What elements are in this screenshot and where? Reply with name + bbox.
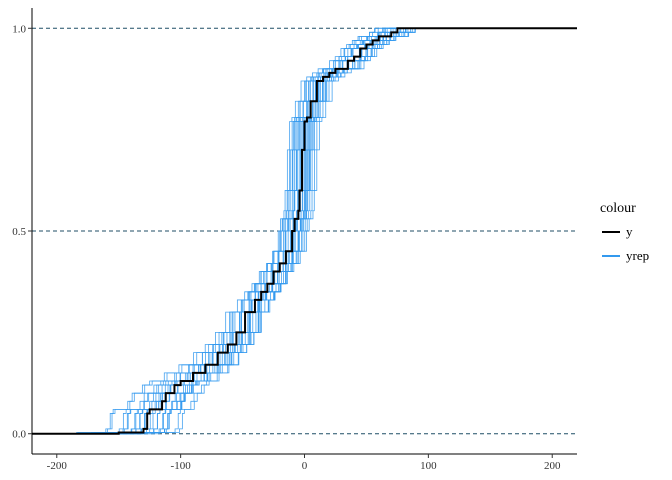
- y-series-group: [32, 27, 577, 435]
- x-tick-label: -100: [171, 460, 192, 472]
- y-tick-label: 0.5: [12, 226, 26, 238]
- y-tick-label: 0.0: [12, 429, 26, 441]
- yrep-line-18: [32, 27, 565, 435]
- y-line: [32, 27, 577, 435]
- yrep-line-22: [49, 27, 540, 435]
- x-tick-label: 0: [302, 460, 308, 472]
- x-ticks: -200 -100 0 100 200: [47, 454, 561, 472]
- legend-label-y: y: [626, 224, 633, 239]
- legend-title: colour: [600, 201, 636, 216]
- x-tick-label: -200: [47, 460, 68, 472]
- yrep-line-23: [38, 27, 577, 435]
- x-tick-label: 200: [544, 460, 561, 472]
- yrep-line-24: [67, 27, 542, 435]
- y-ticks: 0.0 0.5 1.0: [12, 23, 32, 441]
- legend-label-yrep: yrep: [626, 248, 649, 263]
- x-tick-label: 100: [420, 460, 437, 472]
- legend: colour y yrep: [600, 201, 649, 263]
- y-tick-label: 1.0: [12, 23, 26, 35]
